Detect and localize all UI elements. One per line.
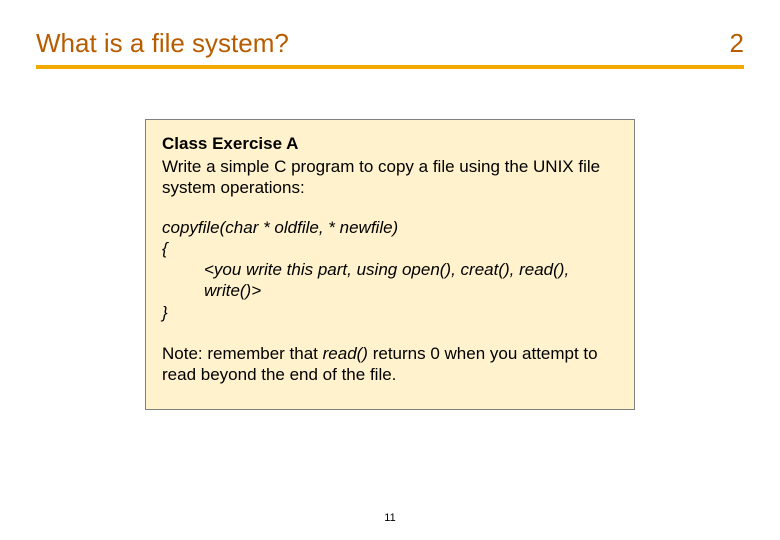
slide: What is a file system? 2 Class Exercise …	[0, 0, 780, 540]
code-open-brace: {	[162, 238, 618, 259]
exercise-intro: Write a simple C program to copy a file …	[162, 156, 618, 199]
code-signature: copyfile(char * oldfile, * newfile)	[162, 217, 618, 238]
note-italic: read()	[323, 344, 368, 363]
exercise-note: Note: remember that read() returns 0 whe…	[162, 343, 618, 386]
exercise-code: copyfile(char * oldfile, * newfile) { <y…	[162, 217, 618, 323]
note-prefix: Note: remember that	[162, 344, 323, 363]
slide-number-top: 2	[730, 28, 744, 59]
slide-header: What is a file system? 2	[36, 28, 744, 59]
code-close-brace: }	[162, 302, 618, 323]
code-body: <you write this part, using open(), crea…	[162, 259, 618, 302]
exercise-box: Class Exercise A Write a simple C progra…	[145, 119, 635, 410]
slide-number-footer: 11	[384, 512, 395, 524]
slide-title: What is a file system?	[36, 28, 289, 59]
exercise-heading: Class Exercise A	[162, 134, 618, 154]
title-underline	[36, 65, 744, 69]
